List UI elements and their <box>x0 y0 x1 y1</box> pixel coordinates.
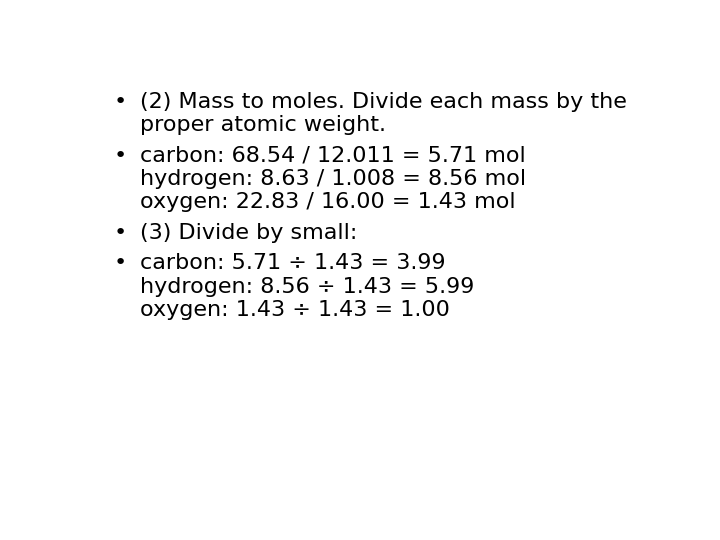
Text: •: • <box>113 146 127 166</box>
Text: •: • <box>113 92 127 112</box>
Text: (3) Divide by small:: (3) Divide by small: <box>140 222 358 242</box>
Text: proper atomic weight.: proper atomic weight. <box>140 115 387 135</box>
Text: oxygen: 22.83 / 16.00 = 1.43 mol: oxygen: 22.83 / 16.00 = 1.43 mol <box>140 192 516 212</box>
Text: •: • <box>113 222 127 242</box>
Text: hydrogen: 8.56 ÷ 1.43 = 5.99: hydrogen: 8.56 ÷ 1.43 = 5.99 <box>140 276 474 296</box>
Text: •: • <box>113 253 127 273</box>
Text: (2) Mass to moles. Divide each mass by the: (2) Mass to moles. Divide each mass by t… <box>140 92 627 112</box>
Text: carbon: 68.54 / 12.011 = 5.71 mol: carbon: 68.54 / 12.011 = 5.71 mol <box>140 146 526 166</box>
Text: carbon: 5.71 ÷ 1.43 = 3.99: carbon: 5.71 ÷ 1.43 = 3.99 <box>140 253 446 273</box>
Text: hydrogen: 8.63 / 1.008 = 8.56 mol: hydrogen: 8.63 / 1.008 = 8.56 mol <box>140 168 526 189</box>
Text: oxygen: 1.43 ÷ 1.43 = 1.00: oxygen: 1.43 ÷ 1.43 = 1.00 <box>140 300 450 320</box>
